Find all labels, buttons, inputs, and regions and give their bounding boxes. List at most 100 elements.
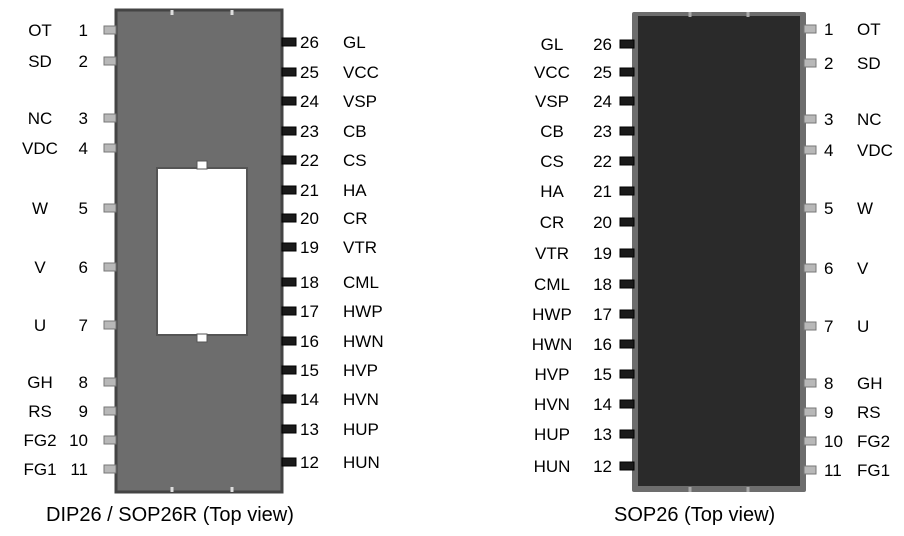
pin-lead xyxy=(281,457,297,467)
pin-name: HWN xyxy=(343,332,384,351)
pin-lead xyxy=(281,424,297,434)
sop26-package-diagram: 26GL25VCC24VSP23CB22CS21HA20CR19VTR18CML… xyxy=(532,12,893,492)
pin-number: 25 xyxy=(593,63,612,82)
pin-number: 6 xyxy=(79,258,88,277)
pin-number: 14 xyxy=(593,395,612,414)
pin-number: 18 xyxy=(593,275,612,294)
pin-lead xyxy=(619,399,635,409)
pin-lead xyxy=(803,24,817,34)
pad-notch xyxy=(196,160,208,170)
pin-lead xyxy=(281,277,297,287)
pin-number: 21 xyxy=(593,182,612,201)
pin-number: 23 xyxy=(300,122,319,141)
pin-lead xyxy=(803,378,817,388)
pin-lead xyxy=(281,306,297,316)
pin-lead xyxy=(103,406,117,416)
pin-name: VDC xyxy=(857,141,893,160)
pin-number: 2 xyxy=(824,54,833,73)
pin-lead xyxy=(103,25,117,35)
pin-lead xyxy=(103,320,117,330)
pin-name: CS xyxy=(540,152,564,171)
pin-lead xyxy=(281,67,297,77)
right-pin-group: 1 OT 2 SD 3 NC 4 VDC 5 W 6 V 7 U 8 GH 9 RS 10 FG2 11 FG1 xyxy=(803,20,893,480)
pin-lead xyxy=(281,185,297,195)
pin-number: 15 xyxy=(593,365,612,384)
pin-number: 4 xyxy=(824,141,833,160)
pin-name: HVP xyxy=(343,361,378,380)
pin-lead xyxy=(619,279,635,289)
pin-number: 15 xyxy=(300,361,319,380)
pin-lead xyxy=(619,39,635,49)
pin-number: 23 xyxy=(593,122,612,141)
pin-lead xyxy=(803,263,817,273)
pin-number: 12 xyxy=(300,453,319,472)
pin-lead xyxy=(103,377,117,387)
pin-number: 21 xyxy=(300,181,319,200)
pin-number: 3 xyxy=(79,109,88,128)
pin-name: FG2 xyxy=(23,431,56,450)
pin-lead xyxy=(281,394,297,404)
pin-name: VSP xyxy=(343,92,377,111)
pin-name: V xyxy=(857,259,869,278)
pin-number: 19 xyxy=(593,244,612,263)
pin-name: VCC xyxy=(534,63,570,82)
pin-lead xyxy=(803,114,817,124)
pin-lead xyxy=(281,336,297,346)
pin-number: 20 xyxy=(300,209,319,228)
pin-number: 11 xyxy=(824,461,842,480)
pin-name: RS xyxy=(28,402,52,421)
pin-lead xyxy=(619,217,635,227)
pin-name: VTR xyxy=(343,238,377,257)
pin-number: 7 xyxy=(79,316,88,335)
pin-lead xyxy=(619,248,635,258)
pin-name: CML xyxy=(534,275,570,294)
pin-lead xyxy=(619,96,635,106)
pin-number: 8 xyxy=(79,373,88,392)
pin-lead xyxy=(803,465,817,475)
pin-name: W xyxy=(857,199,873,218)
pin-name: U xyxy=(34,316,46,335)
pin-lead xyxy=(619,309,635,319)
pin-number: 13 xyxy=(593,425,612,444)
pin-number: 9 xyxy=(824,403,833,422)
pin-lead xyxy=(803,203,817,213)
pin-number: 9 xyxy=(79,402,88,421)
pin-name: HVN xyxy=(343,390,379,409)
ic-body-inner xyxy=(638,16,800,486)
pin-name: CR xyxy=(540,213,565,232)
pin-name: GL xyxy=(541,35,564,54)
pin-number: 7 xyxy=(824,317,833,336)
pin-lead xyxy=(103,143,117,153)
pin-number: 17 xyxy=(300,302,319,321)
pin-number: 13 xyxy=(300,420,319,439)
pin-number: 3 xyxy=(824,110,833,129)
pin-lead xyxy=(803,58,817,68)
pin-name: U xyxy=(857,317,869,336)
pin-number: 11 xyxy=(70,460,88,479)
pin-number: 16 xyxy=(300,332,319,351)
pin-lead xyxy=(281,126,297,136)
pin-lead xyxy=(281,37,297,47)
pin-lead xyxy=(281,96,297,106)
pin-name: W xyxy=(32,199,48,218)
pin-number: 14 xyxy=(300,390,319,409)
pin-number: 24 xyxy=(593,92,612,111)
pin-name: SD xyxy=(857,54,881,73)
pin-number: 8 xyxy=(824,374,833,393)
pin-name: RS xyxy=(857,403,881,422)
pin-number: 10 xyxy=(824,432,843,451)
pin-name: HA xyxy=(540,182,564,201)
pin-name: FG1 xyxy=(857,461,890,480)
pin-lead xyxy=(619,339,635,349)
pin-name: VCC xyxy=(343,63,379,82)
pad-notch xyxy=(196,333,208,343)
pin-lead xyxy=(103,56,117,66)
pin-name: VSP xyxy=(535,92,569,111)
pin-name: HWP xyxy=(343,302,383,321)
pin-lead xyxy=(619,126,635,136)
pin-number: 22 xyxy=(300,151,319,170)
pin-number: 16 xyxy=(593,335,612,354)
pin-name: CML xyxy=(343,273,379,292)
pin-name: GH xyxy=(27,373,53,392)
exposed-pad xyxy=(156,167,248,336)
